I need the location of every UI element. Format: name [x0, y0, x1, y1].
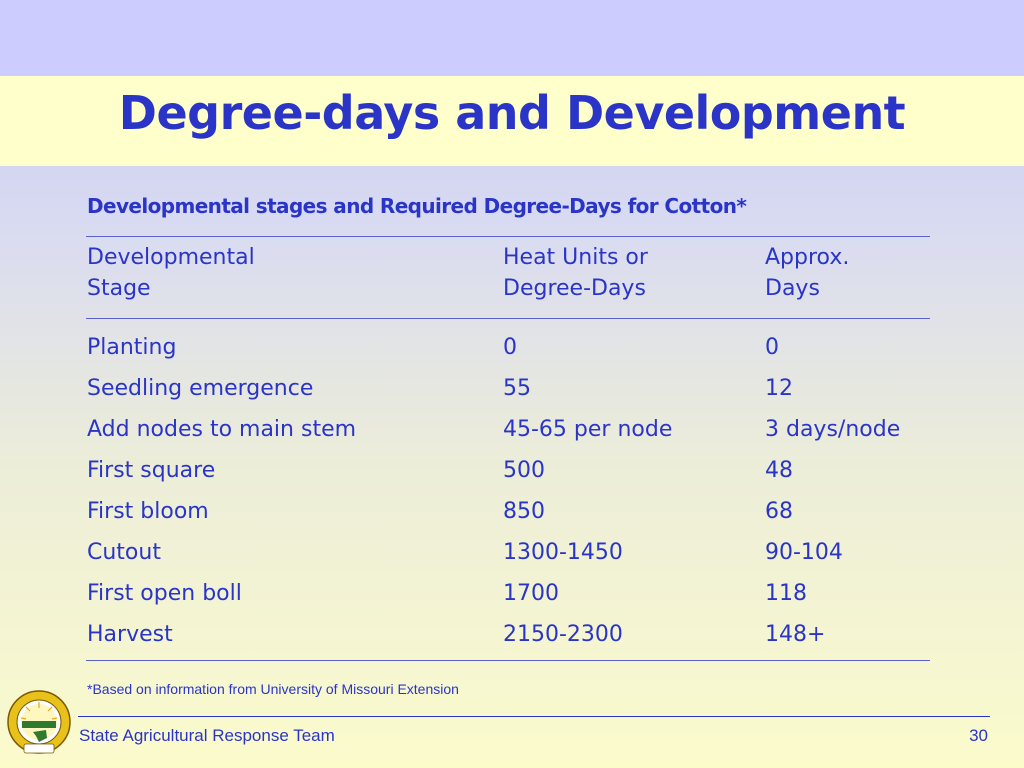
row-degree-days: 45-65 per node — [503, 417, 673, 442]
header-degree-days-line2: Degree-Days — [503, 276, 646, 301]
header-bottom-rule — [86, 318, 930, 319]
row-degree-days: 1700 — [503, 581, 559, 606]
slide-title: Degree-days and Development — [118, 86, 906, 140]
row-days: 3 days/node — [765, 417, 901, 442]
header-band — [0, 0, 1024, 76]
row-days: 90-104 — [765, 540, 843, 565]
row-days: 148+ — [765, 622, 826, 647]
row-days: 68 — [765, 499, 793, 524]
row-degree-days: 0 — [503, 335, 517, 360]
header-days: Approx. Days — [765, 242, 849, 304]
row-stage: Harvest — [87, 622, 173, 647]
table-bottom-rule — [86, 660, 930, 661]
row-stage: Planting — [87, 335, 177, 360]
header-stage: Developmental Stage — [87, 242, 255, 304]
row-degree-days: 850 — [503, 499, 545, 524]
header-days-line1: Approx. — [765, 245, 850, 270]
row-stage: First open boll — [87, 581, 242, 606]
row-stage: Cutout — [87, 540, 161, 565]
footer-rule — [78, 716, 990, 717]
row-degree-days: 1300-1450 — [503, 540, 623, 565]
row-stage: Seedling emergence — [87, 376, 314, 401]
header-degree-days-line1: Heat Units or — [503, 245, 648, 270]
row-degree-days: 500 — [503, 458, 545, 483]
table-caption: Developmental stages and Required Degree… — [87, 194, 747, 218]
row-days: 118 — [765, 581, 807, 606]
header-stage-line1: Developmental — [87, 245, 255, 270]
row-stage: First bloom — [87, 499, 209, 524]
row-degree-days: 55 — [503, 376, 531, 401]
row-days: 0 — [765, 335, 779, 360]
row-stage: First square — [87, 458, 216, 483]
row-degree-days: 2150-2300 — [503, 622, 623, 647]
header-days-line2: Days — [765, 276, 820, 301]
sart-seal-logo — [7, 690, 71, 754]
header-degree-days: Heat Units or Degree-Days — [503, 242, 648, 304]
header-stage-line2: Stage — [87, 276, 151, 301]
table-top-rule — [86, 236, 930, 237]
footnote: *Based on information from University of… — [87, 681, 459, 697]
page-number: 30 — [969, 726, 988, 745]
row-days: 48 — [765, 458, 793, 483]
row-stage: Add nodes to main stem — [87, 417, 357, 442]
row-days: 12 — [765, 376, 793, 401]
footer-organization: State Agricultural Response Team — [79, 726, 335, 745]
title-band — [0, 76, 1024, 166]
